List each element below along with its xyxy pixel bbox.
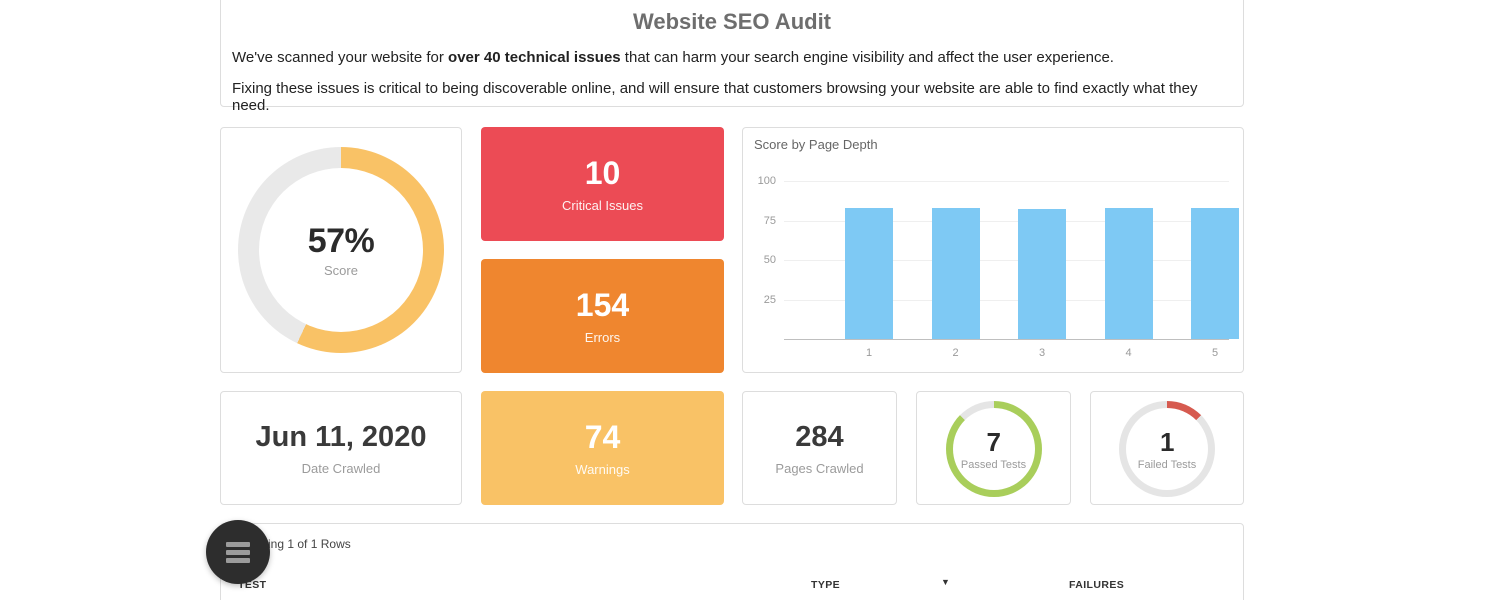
bar-depth-5: [1191, 207, 1239, 339]
bar-depth-3: [1018, 209, 1066, 339]
x-axis-tick-1: 1: [865, 347, 873, 359]
errors-value: 154: [575, 287, 630, 323]
sort-descending-icon[interactable]: ▼: [941, 577, 950, 587]
critical-issues-label: Critical Issues: [562, 198, 643, 213]
errors-card: 154 Errors: [481, 259, 724, 373]
critical-issues-value: 10: [584, 155, 621, 191]
hamburger-menu-icon: [226, 541, 250, 563]
gridline-75: [784, 220, 1229, 222]
tests-table-card: Showing 1 of 1 Rows TEST TYPE ▼ FAILURES: [220, 523, 1244, 600]
chart-title: Score by Page Depth: [754, 137, 878, 152]
passed-tests-label: Passed Tests: [960, 459, 1027, 471]
score-value: 57%: [307, 222, 375, 260]
gridline-100: [784, 181, 1229, 182]
x-axis-tick-2: 2: [952, 347, 959, 359]
errors-label: Errors: [584, 330, 621, 345]
score-card: 57% Score: [220, 127, 462, 373]
warnings-card: 74 Warnings: [481, 391, 724, 505]
x-axis-line: [784, 339, 1229, 340]
y-axis-tick-100: 100: [757, 175, 776, 187]
date-crawled-card: Jun 11, 2020 Date Crawled: [220, 391, 462, 505]
warnings-value: 74: [584, 419, 621, 455]
failed-tests-donut-hole: 1 Failed Tests: [1126, 408, 1208, 490]
x-axis-tick-5: 5: [1211, 347, 1219, 359]
critical-issues-card: 10 Critical Issues: [481, 127, 724, 241]
bar-depth-1: [845, 207, 893, 339]
score-donut-chart: 57% Score: [238, 147, 444, 353]
score-by-page-depth-card: Score by Page Depth 25 50 75 100 1 2 3 4 5: [742, 127, 1244, 373]
passed-tests-donut-chart: 7 Passed Tests: [945, 401, 1042, 497]
score-label: Score: [324, 263, 358, 278]
bar-chart-plot-area: 25 50 75 100 1 2 3 4 5: [758, 175, 1239, 359]
gridline-25: [784, 299, 1229, 301]
failed-tests-value: 1: [1160, 427, 1174, 457]
passed-tests-value: 7: [986, 427, 1001, 457]
bar-depth-4: [1104, 207, 1153, 339]
x-axis-tick-4: 4: [1125, 347, 1132, 359]
gridline-50: [784, 260, 1229, 261]
score-donut-hole: 57% Score: [259, 168, 423, 332]
x-axis-tick-3: 3: [1038, 347, 1046, 359]
intro-panel: Website SEO Audit We've scanned your web…: [220, 0, 1244, 114]
failed-tests-donut-chart: 1 Failed Tests: [1119, 401, 1215, 497]
page-title: Website SEO Audit: [632, 9, 832, 34]
warnings-label: Warnings: [575, 462, 630, 477]
pages-crawled-label: Pages Crawled: [775, 460, 864, 476]
intro-paragraph-2: Fixing these issues is critical to being…: [232, 80, 1198, 114]
intro-paragraph-1: We've scanned your website for over 40 t…: [232, 49, 1114, 66]
y-axis-tick-25: 25: [763, 293, 776, 306]
menu-fab-button[interactable]: [206, 520, 270, 584]
pages-crawled-value: 284: [795, 420, 844, 453]
passed-tests-card: 7 Passed Tests: [916, 391, 1071, 505]
y-axis-tick-75: 75: [763, 214, 776, 227]
pages-crawled-card: 284 Pages Crawled: [742, 391, 897, 505]
failed-tests-label: Failed Tests: [1137, 459, 1197, 471]
passed-tests-donut-hole: 7 Passed Tests: [952, 408, 1035, 490]
date-crawled-label: Date Crawled: [301, 460, 381, 476]
bar-depth-2: [931, 207, 980, 339]
table-header-failures[interactable]: FAILURES: [1069, 579, 1125, 591]
date-crawled-value: Jun 11, 2020: [255, 420, 427, 453]
failed-tests-card: 1 Failed Tests: [1090, 391, 1244, 505]
y-axis-tick-50: 50: [763, 254, 776, 266]
table-header-type[interactable]: TYPE: [811, 579, 841, 591]
intro-bold-issues-count: over 40 technical issues: [448, 49, 621, 66]
